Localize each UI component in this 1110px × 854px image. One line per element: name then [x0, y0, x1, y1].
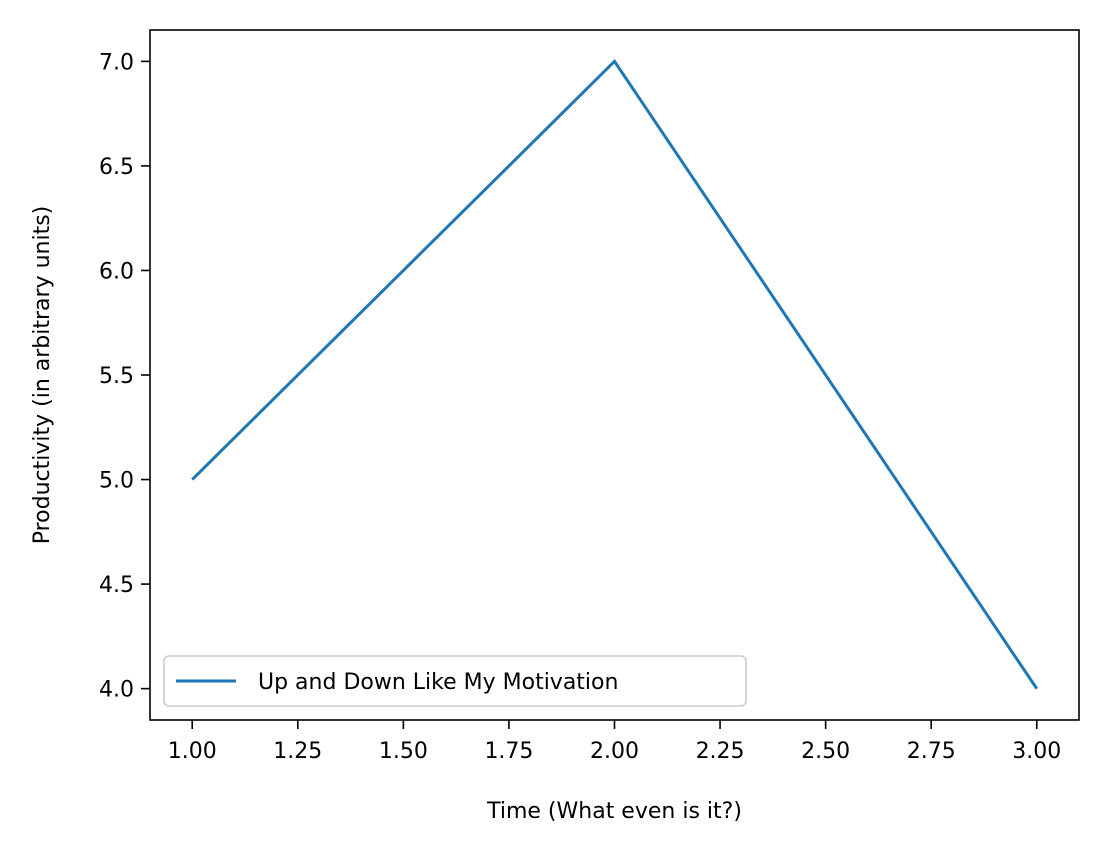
legend-box: [163, 655, 747, 707]
x-tick-label: 2.75: [907, 739, 956, 764]
x-tick-label: 2.50: [801, 739, 850, 764]
y-tick-label: 4.0: [99, 678, 134, 703]
x-tick-label: 1.50: [379, 739, 428, 764]
x-tick-label: 1.00: [168, 739, 217, 764]
x-axis-ticks: 1.00 1.25 1.50 1.75 2.00 2.25 2.50 2.75 3.00: [168, 720, 1061, 764]
y-tick-label: 7.0: [99, 50, 134, 75]
x-axis-title: Time (What even is it?): [486, 799, 742, 824]
y-axis-ticks: 4.0 4.5 5.0 5.5 6.0 6.5 7.0: [99, 50, 150, 703]
x-tick-label: 2.25: [696, 739, 745, 764]
plot-area-frame: [149, 29, 1080, 721]
y-axis-title: Productivity (in arbitrary units): [30, 206, 55, 545]
legend-label: Up and Down Like My Motivation: [258, 670, 618, 695]
series-layer: [191, 59, 1039, 690]
x-tick-label: 3.00: [1012, 739, 1061, 764]
y-tick-label: 6.0: [99, 259, 134, 284]
x-tick-label: 1.75: [484, 739, 533, 764]
y-tick-label: 5.5: [99, 364, 134, 389]
y-tick-label: 4.5: [99, 573, 134, 598]
x-tick-label: 1.25: [273, 739, 322, 764]
y-tick-label: 5.0: [99, 469, 134, 494]
legend: Up and Down Like My Motivation: [163, 655, 747, 707]
y-tick-label: 6.5: [99, 155, 134, 180]
x-tick-label: 2.00: [590, 739, 639, 764]
series-line: [191, 59, 1039, 690]
